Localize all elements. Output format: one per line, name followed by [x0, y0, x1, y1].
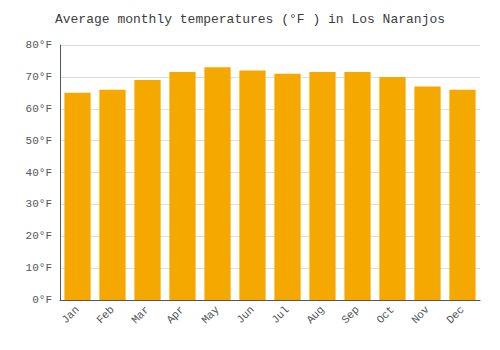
svg-text:Jan: Jan [59, 304, 81, 326]
svg-text:Apr: Apr [164, 304, 186, 326]
svg-text:40°F: 40°F [26, 167, 52, 179]
svg-text:Dec: Dec [444, 304, 466, 326]
svg-text:0°F: 0°F [32, 294, 52, 306]
svg-text:60°F: 60°F [26, 103, 52, 115]
svg-text:Mar: Mar [129, 304, 151, 326]
svg-text:80°F: 80°F [26, 39, 52, 51]
svg-text:30°F: 30°F [26, 198, 52, 210]
svg-text:Aug: Aug [304, 304, 326, 326]
svg-text:May: May [199, 303, 222, 326]
svg-text:20°F: 20°F [26, 230, 52, 242]
svg-text:Average monthly temperatures (: Average monthly temperatures (°F ) in Lo… [55, 12, 445, 27]
svg-text:Sep: Sep [339, 304, 361, 326]
svg-text:Oct: Oct [374, 304, 396, 326]
svg-text:Feb: Feb [94, 304, 116, 326]
svg-text:70°F: 70°F [26, 71, 52, 83]
svg-text:Jun: Jun [234, 304, 256, 326]
svg-text:50°F: 50°F [26, 135, 52, 147]
svg-text:10°F: 10°F [26, 262, 52, 274]
svg-text:Nov: Nov [409, 303, 432, 326]
svg-text:Jul: Jul [269, 304, 291, 326]
